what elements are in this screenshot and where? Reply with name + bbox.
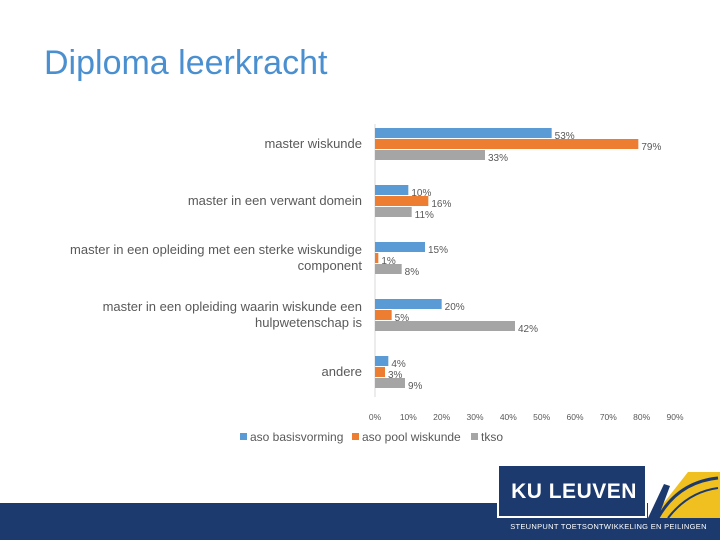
data-label: 11% — [415, 210, 434, 221]
bar — [375, 139, 639, 149]
category-label: master in een verwant domein — [188, 193, 362, 208]
bar — [375, 242, 425, 252]
bar-chart: master wiskunde 53% 79% 33% master in een ve… — [70, 124, 684, 444]
x-tick-label: 60% — [566, 412, 583, 422]
x-tick-label: 90% — [666, 412, 683, 422]
x-tick-label: 50% — [533, 412, 550, 422]
bar — [375, 185, 409, 195]
legend-swatch — [352, 433, 359, 440]
data-label: 16% — [431, 199, 451, 210]
bar — [375, 196, 429, 206]
data-label: 9% — [408, 381, 423, 392]
bar — [375, 253, 379, 263]
x-tick-label: 10% — [400, 412, 417, 422]
data-label: 53% — [555, 131, 575, 142]
category-label: andere — [322, 364, 362, 379]
logo-text: KU LEUVEN — [511, 480, 637, 503]
bar — [375, 321, 515, 331]
legend-swatch — [240, 433, 247, 440]
data-label: 33% — [488, 153, 508, 164]
bar — [375, 310, 392, 320]
bar — [375, 207, 412, 217]
bar — [375, 356, 389, 366]
page-title: Diploma leerkracht — [44, 44, 328, 82]
bar — [375, 128, 552, 138]
ku-leuven-logo: KU LEUVEN — [497, 464, 647, 518]
data-label: 42% — [518, 324, 538, 335]
x-tick-label: 70% — [600, 412, 617, 422]
footer-text: STEUNPUNT TOETSONTWIKKELING EN PEILINGEN — [510, 522, 707, 531]
category-label: master in een opleiding waarin wiskunde … — [103, 299, 363, 330]
data-label: 8% — [405, 267, 420, 278]
bar — [375, 150, 485, 160]
category-label: master in een opleiding met een sterke w… — [70, 242, 362, 273]
data-label: 79% — [641, 142, 661, 153]
data-label: 10% — [411, 188, 431, 199]
bar — [375, 367, 385, 377]
category-label: master wiskunde — [264, 136, 362, 151]
legend-label: tkso — [481, 430, 503, 444]
data-label: 20% — [445, 302, 465, 313]
legend-label: aso basisvorming — [250, 430, 343, 444]
data-label: 1% — [381, 256, 396, 267]
bar — [375, 264, 402, 274]
data-label: 3% — [388, 370, 403, 381]
x-tick-label: 30% — [466, 412, 483, 422]
seal-icon — [648, 464, 720, 518]
data-label: 5% — [395, 313, 410, 324]
legend-swatch — [471, 433, 478, 440]
x-tick-label: 20% — [433, 412, 450, 422]
data-label: 15% — [428, 245, 448, 256]
x-tick-label: 40% — [500, 412, 517, 422]
data-label: 4% — [391, 359, 406, 370]
x-tick-label: 80% — [633, 412, 650, 422]
bar — [375, 299, 442, 309]
legend-label: aso pool wiskunde — [362, 430, 461, 444]
x-tick-label: 0% — [369, 412, 382, 422]
bar — [375, 378, 405, 388]
